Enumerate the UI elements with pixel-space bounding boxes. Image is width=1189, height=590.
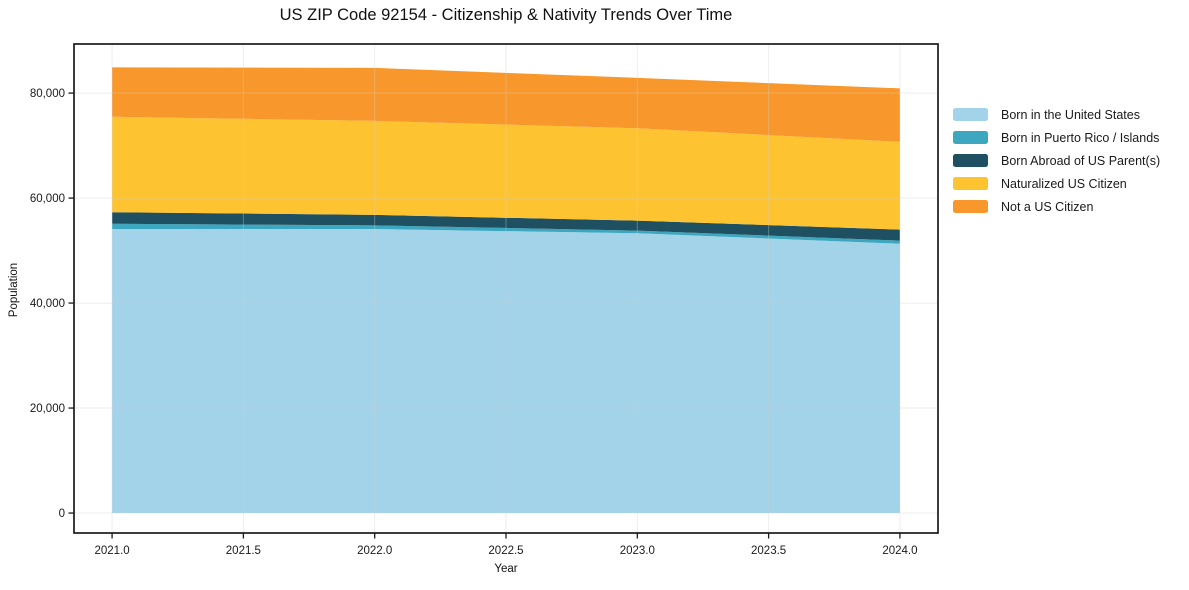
legend-swatch-icon (953, 131, 988, 144)
area-series-3 (112, 116, 900, 230)
x-tick-label: 2023.5 (751, 545, 786, 557)
x-tick-label: 2022.5 (488, 545, 523, 557)
legend-item: Naturalized US Citizen (953, 172, 1160, 195)
legend-label: Born Abroad of US Parent(s) (1001, 153, 1161, 168)
legend-label: Naturalized US Citizen (1001, 176, 1127, 191)
area-series-2 (112, 212, 900, 241)
x-tick-label: 2021.5 (226, 545, 261, 557)
y-tick-label: 60,000 (30, 193, 65, 205)
legend-item: Not a US Citizen (953, 195, 1160, 218)
chart-title: US ZIP Code 92154 - Citizenship & Nativi… (279, 6, 733, 24)
legend-item: Born in the United States (953, 103, 1160, 126)
x-tick-label: 2021.0 (94, 545, 129, 557)
y-tick-label: 20,000 (30, 403, 65, 415)
legend-item: Born Abroad of US Parent(s) (953, 149, 1160, 172)
legend-swatch-icon (953, 200, 988, 213)
legend-swatch-icon (953, 177, 988, 190)
area-series-4 (112, 67, 900, 142)
legend-label: Born in the United States (1001, 107, 1140, 122)
legend-label: Born in Puerto Rico / Islands (1001, 130, 1160, 145)
y-tick-label: 80,000 (30, 88, 65, 100)
area-series-1 (112, 223, 900, 244)
legend-label: Not a US Citizen (1001, 199, 1094, 214)
legend: Born in the United States Born in Puerto… (953, 103, 1160, 218)
legend-swatch-icon (953, 108, 988, 121)
y-tick-label: 40,000 (30, 298, 65, 310)
legend-swatch-icon (953, 154, 988, 167)
legend-item: Born in Puerto Rico / Islands (953, 126, 1160, 149)
x-axis-label: Year (494, 563, 518, 575)
x-tick-label: 2023.0 (620, 545, 655, 557)
area-series-0 (112, 229, 900, 514)
x-tick-label: 2024.0 (882, 545, 917, 557)
x-tick-label: 2022.0 (357, 545, 392, 557)
y-tick-label: 0 (59, 508, 65, 520)
